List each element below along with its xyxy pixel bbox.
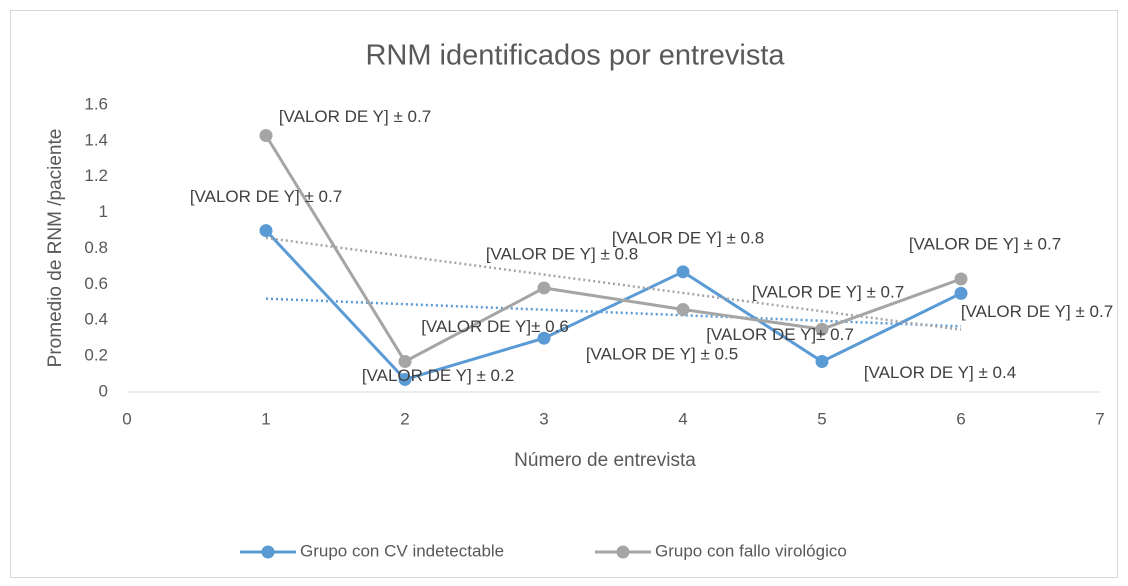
trendline: [265, 236, 962, 331]
legend-label: Grupo con fallo virológico: [655, 541, 847, 560]
series-line: [264, 229, 962, 382]
x-tick-label: 1: [261, 409, 270, 428]
chart-border: [10, 10, 1118, 578]
data-label: [VALOR DE Y] ± 0.7: [190, 187, 342, 206]
y-tick-label: 0.6: [84, 274, 108, 293]
x-tick-label: 0: [122, 409, 131, 428]
data-point: [676, 265, 690, 279]
data-point: [259, 224, 273, 238]
data-point: [954, 286, 968, 300]
legend-marker: [261, 545, 275, 559]
data-label: [VALOR DE Y] ± 0.7: [279, 107, 431, 126]
legend-marker: [616, 545, 630, 559]
y-tick-label: 1.6: [84, 94, 108, 113]
data-label: [VALOR DE Y] ± 0.7: [909, 234, 1061, 253]
data-label: [VALOR DE Y] ± 0.8: [612, 228, 764, 247]
trendline: [265, 297, 962, 328]
data-label: [VALOR DE Y]± 0.7: [706, 325, 854, 344]
x-tick-label: 7: [1095, 409, 1104, 428]
y-tick-label: 1.2: [84, 166, 108, 185]
data-point: [259, 128, 273, 142]
x-tick-label: 3: [539, 409, 548, 428]
legend-label: Grupo con CV indetectable: [300, 541, 504, 560]
y-tick-label: 0.2: [84, 346, 108, 365]
chart-title: RNM identificados por entrevista: [365, 40, 785, 72]
data-label: [VALOR DE Y] ± 0.2: [362, 366, 514, 385]
data-label: [VALOR DE Y] ± 0.8: [486, 244, 638, 263]
data-point: [954, 272, 968, 286]
y-tick-label: 1.4: [84, 130, 108, 149]
x-tick-label: 5: [817, 409, 826, 428]
data-point: [676, 302, 690, 316]
data-point: [398, 372, 412, 386]
data-point: [815, 322, 829, 336]
x-tick-label: 6: [956, 409, 965, 428]
data-label: [VALOR DE Y] ± 0.5: [586, 345, 738, 364]
series-line: [264, 134, 962, 364]
y-tick-label: 1: [99, 202, 108, 221]
data-point: [815, 355, 829, 369]
y-tick-label: 0: [99, 381, 108, 400]
y-axis-label: Promedio de RNM /paciente: [45, 129, 66, 368]
x-axis-label: Número de entrevista: [514, 450, 696, 471]
data-point: [537, 331, 551, 345]
data-label: [VALOR DE Y] ± 0.4: [864, 363, 1016, 382]
y-tick-label: 0.8: [84, 238, 108, 257]
data-point: [537, 281, 551, 295]
y-tick-label: 0.4: [84, 310, 108, 329]
data-point: [398, 355, 412, 369]
data-label: [VALOR DE Y] ± 0.7: [752, 283, 904, 302]
data-label: [VALOR DE Y] ± 0.7: [961, 302, 1113, 321]
x-tick-label: 4: [678, 409, 687, 428]
x-tick-label: 2: [400, 409, 409, 428]
data-label: [VALOR DE Y]± 0.6: [421, 317, 569, 336]
